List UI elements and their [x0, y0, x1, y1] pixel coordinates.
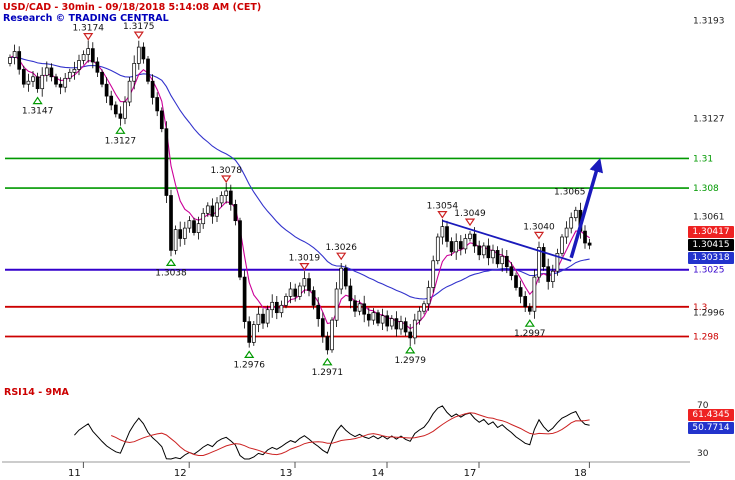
price-badge-ma-slow: 1.30318 [688, 252, 734, 264]
svg-text:13: 13 [280, 468, 293, 479]
svg-text:1.3038: 1.3038 [155, 268, 187, 278]
svg-text:1.3127: 1.3127 [105, 136, 137, 146]
svg-text:1.3175: 1.3175 [123, 22, 155, 32]
svg-text:17: 17 [464, 468, 477, 479]
svg-text:12: 12 [174, 468, 187, 479]
rsi-value-badge: 61.4345 [688, 409, 734, 421]
svg-text:1.3054: 1.3054 [427, 202, 459, 212]
svg-text:1.3193: 1.3193 [693, 16, 725, 26]
svg-text:18: 18 [574, 468, 587, 479]
chart-header: USD/CAD - 30min - 09/18/2018 5:14:08 AM … [3, 2, 261, 24]
svg-text:1.3025: 1.3025 [693, 266, 725, 276]
rsi-ma-value-badge: 50.7714 [688, 422, 734, 434]
svg-text:1.2997: 1.2997 [514, 329, 546, 339]
svg-text:11: 11 [68, 468, 81, 479]
svg-text:30: 30 [697, 449, 709, 459]
svg-text:1.3049: 1.3049 [454, 209, 486, 219]
svg-text:1.3147: 1.3147 [22, 107, 54, 117]
chart-provider: Research © TRADING CENTRAL [3, 13, 169, 24]
svg-text:1.3078: 1.3078 [210, 166, 242, 176]
svg-text:1.2976: 1.2976 [233, 360, 265, 370]
svg-text:1.3174: 1.3174 [72, 24, 104, 34]
svg-text:1.2979: 1.2979 [394, 356, 426, 366]
svg-text:1.3061: 1.3061 [693, 212, 725, 222]
svg-text:1.31: 1.31 [693, 154, 713, 164]
svg-text:1.298: 1.298 [693, 333, 719, 343]
svg-text:1.2996: 1.2996 [693, 309, 725, 319]
rsi-indicator-label: RSI14 - 9MA [4, 387, 69, 398]
chart-title: USD/CAD - 30min - 09/18/2018 5:14:08 AM … [3, 2, 262, 13]
svg-text:14: 14 [372, 468, 385, 479]
svg-text:1.3065: 1.3065 [554, 187, 586, 197]
svg-text:1.3127: 1.3127 [693, 114, 725, 124]
svg-text:1.3019: 1.3019 [289, 254, 321, 264]
svg-text:1.2971: 1.2971 [312, 368, 344, 378]
svg-text:1.3026: 1.3026 [325, 243, 357, 253]
price-badge-ma-fast: 1.30417 [688, 226, 734, 238]
price-badge-last: 1.30415 [688, 239, 734, 251]
svg-text:70: 70 [697, 401, 709, 411]
svg-text:1.3040: 1.3040 [523, 222, 555, 232]
svg-text:1.3: 1.3 [693, 303, 707, 313]
svg-text:1.308: 1.308 [693, 184, 719, 194]
